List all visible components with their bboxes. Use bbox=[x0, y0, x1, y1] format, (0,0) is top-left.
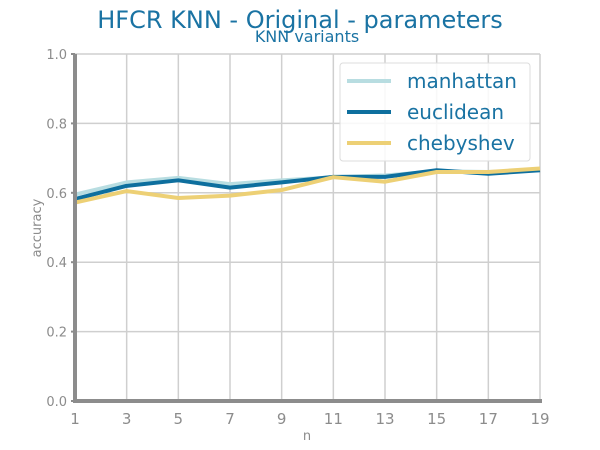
series-line-chebyshev bbox=[74, 166, 541, 205]
x-tick-label: 19 bbox=[530, 410, 549, 428]
y-tick-label: 0.8 bbox=[46, 117, 67, 132]
x-tick-label: 5 bbox=[174, 410, 184, 428]
y-tick-label: 0.0 bbox=[46, 395, 67, 410]
x-tick-label: 9 bbox=[277, 410, 287, 428]
legend-label-manhattan: manhattan bbox=[407, 69, 517, 93]
series-lines bbox=[74, 166, 541, 205]
legend: manhattan euclidean chebyshev bbox=[339, 62, 531, 162]
y-tick-label: 0.6 bbox=[46, 187, 67, 202]
x-tick-label: 15 bbox=[427, 410, 446, 428]
y-axis-label: accuracy bbox=[30, 198, 45, 257]
x-axis-label: n bbox=[303, 429, 311, 444]
chart-title: HFCR KNN - Original - parameters bbox=[97, 6, 503, 34]
y-tick-label: 0.2 bbox=[46, 326, 67, 341]
y-tick-label: 0.4 bbox=[46, 256, 67, 271]
axes bbox=[71, 53, 542, 403]
legend-label-euclidean: euclidean bbox=[407, 100, 504, 124]
y-tick-label: 1.0 bbox=[46, 48, 67, 63]
x-tick-label: 11 bbox=[324, 410, 343, 428]
x-tick-label: 3 bbox=[122, 410, 132, 428]
tick-labels: 1 3 5 7 9 11 13 15 17 190.00.20.40.60.81.0 bbox=[46, 48, 549, 428]
x-tick-label: 1 bbox=[70, 410, 80, 428]
legend-label-chebyshev: chebyshev bbox=[407, 131, 515, 155]
x-tick-label: 13 bbox=[375, 410, 394, 428]
legend-box bbox=[339, 62, 531, 162]
x-tick-label: 7 bbox=[225, 410, 235, 428]
x-tick-label: 17 bbox=[479, 410, 498, 428]
chart-subtitle: KNN variants bbox=[255, 27, 359, 46]
